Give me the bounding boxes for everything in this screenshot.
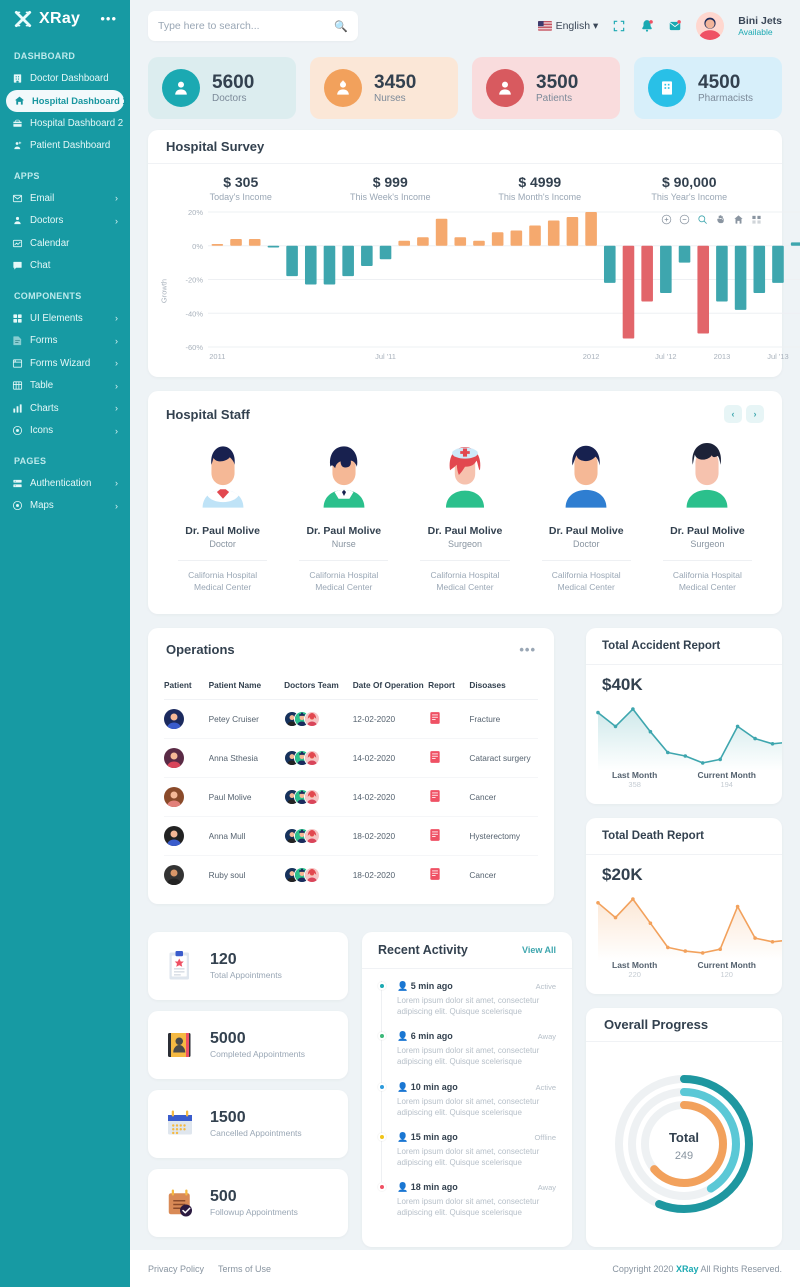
svg-text:249: 249 (675, 1150, 693, 1162)
svg-text:-20%: -20% (185, 276, 203, 285)
svg-text:Jul '13: Jul '13 (767, 352, 788, 361)
svg-text:-60%: -60% (185, 343, 203, 352)
svg-text:2013: 2013 (714, 352, 731, 361)
svg-text:0%: 0% (192, 242, 203, 251)
svg-text:-40%: -40% (185, 309, 203, 318)
svg-text:Jul '11: Jul '11 (375, 352, 396, 361)
svg-text:Total: Total (669, 1130, 699, 1145)
svg-text:2012: 2012 (583, 352, 600, 361)
svg-text:Jul '12: Jul '12 (655, 352, 676, 361)
svg-text:2011: 2011 (209, 352, 225, 361)
svg-text:20%: 20% (188, 208, 203, 217)
